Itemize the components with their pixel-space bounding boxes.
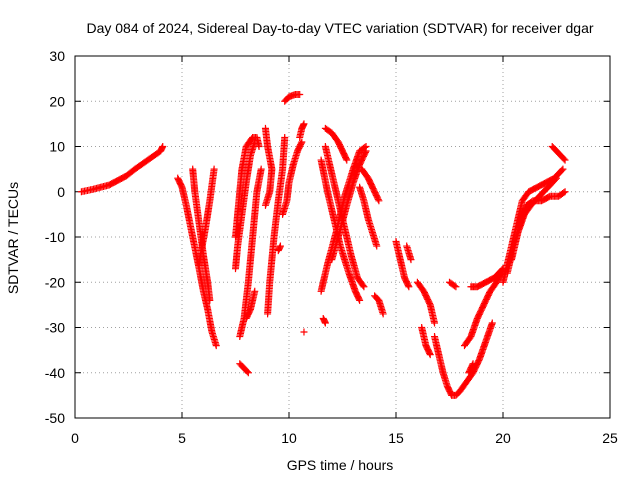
x-axis: 0 5 10 15 20 25 (71, 56, 618, 446)
data-point (468, 361, 476, 369)
data-point (343, 156, 351, 164)
data-point (359, 281, 367, 289)
data-point (159, 143, 167, 150)
data-point (375, 197, 383, 205)
data-point (244, 369, 252, 377)
data-point (195, 260, 203, 268)
data-point (243, 368, 251, 376)
grid-lines (75, 56, 610, 418)
data-point (297, 139, 305, 147)
data-point (355, 295, 363, 303)
data-point (342, 155, 350, 163)
data-point (243, 313, 251, 321)
data-point (296, 90, 304, 98)
data-point (426, 349, 434, 357)
y-tick-label: -40 (45, 365, 65, 381)
data-point (242, 314, 250, 322)
data-point (300, 328, 308, 336)
x-tick-label: 20 (495, 430, 511, 446)
y-tick-label: -10 (45, 229, 65, 245)
data-point (561, 156, 569, 164)
data-point (206, 296, 214, 304)
y-tick-label: -20 (45, 274, 65, 290)
data-point (560, 189, 568, 197)
data-point (374, 195, 382, 203)
x-axis-label: GPS time / hours (287, 457, 394, 473)
x-tick-label: 25 (602, 430, 618, 446)
y-axis-label: SDTVAR / TECUs (5, 182, 21, 294)
data-point (361, 148, 369, 156)
y-tick-label: -30 (45, 320, 65, 336)
data-point (452, 283, 460, 291)
data-point (488, 319, 496, 327)
data-point (362, 147, 370, 155)
data-point (560, 155, 568, 163)
data-point (261, 201, 269, 209)
data-point (251, 138, 259, 146)
x-tick-label: 0 (71, 430, 79, 446)
data-point (361, 143, 369, 151)
data-point (559, 165, 567, 173)
data-point (431, 319, 439, 327)
y-tick-label: -50 (45, 410, 65, 426)
data-point (257, 165, 265, 173)
data-point (551, 175, 559, 183)
data-point (373, 242, 381, 250)
data-point (426, 351, 434, 359)
data-point (561, 188, 569, 196)
y-tick-label: 0 (57, 184, 65, 200)
data-point (405, 283, 413, 291)
data-point (407, 256, 415, 264)
data-point (469, 360, 477, 368)
data-point (356, 296, 364, 304)
data-point (276, 242, 284, 250)
data-point (281, 133, 289, 141)
x-tick-label: 15 (388, 430, 404, 446)
data-point (558, 166, 566, 174)
y-tick-label: 10 (49, 139, 65, 155)
y-tick-label: 30 (49, 48, 65, 64)
y-axis: -50 -40 -30 -20 -10 0 10 20 30 (45, 48, 610, 426)
data-point (321, 319, 329, 327)
data-point (360, 283, 368, 291)
chart-title: Day 084 of 2024, Sidereal Day-to-day VTE… (86, 20, 593, 36)
data-point (553, 174, 560, 182)
data-point (300, 120, 308, 128)
data-point (451, 282, 459, 290)
data-point (212, 342, 220, 350)
x-tick-label: 5 (178, 430, 186, 446)
y-tick-label: 20 (49, 93, 65, 109)
data-point (379, 310, 387, 318)
data-point (404, 281, 412, 289)
data-points (77, 90, 569, 399)
x-tick-label: 10 (281, 430, 297, 446)
data-point (298, 138, 306, 146)
